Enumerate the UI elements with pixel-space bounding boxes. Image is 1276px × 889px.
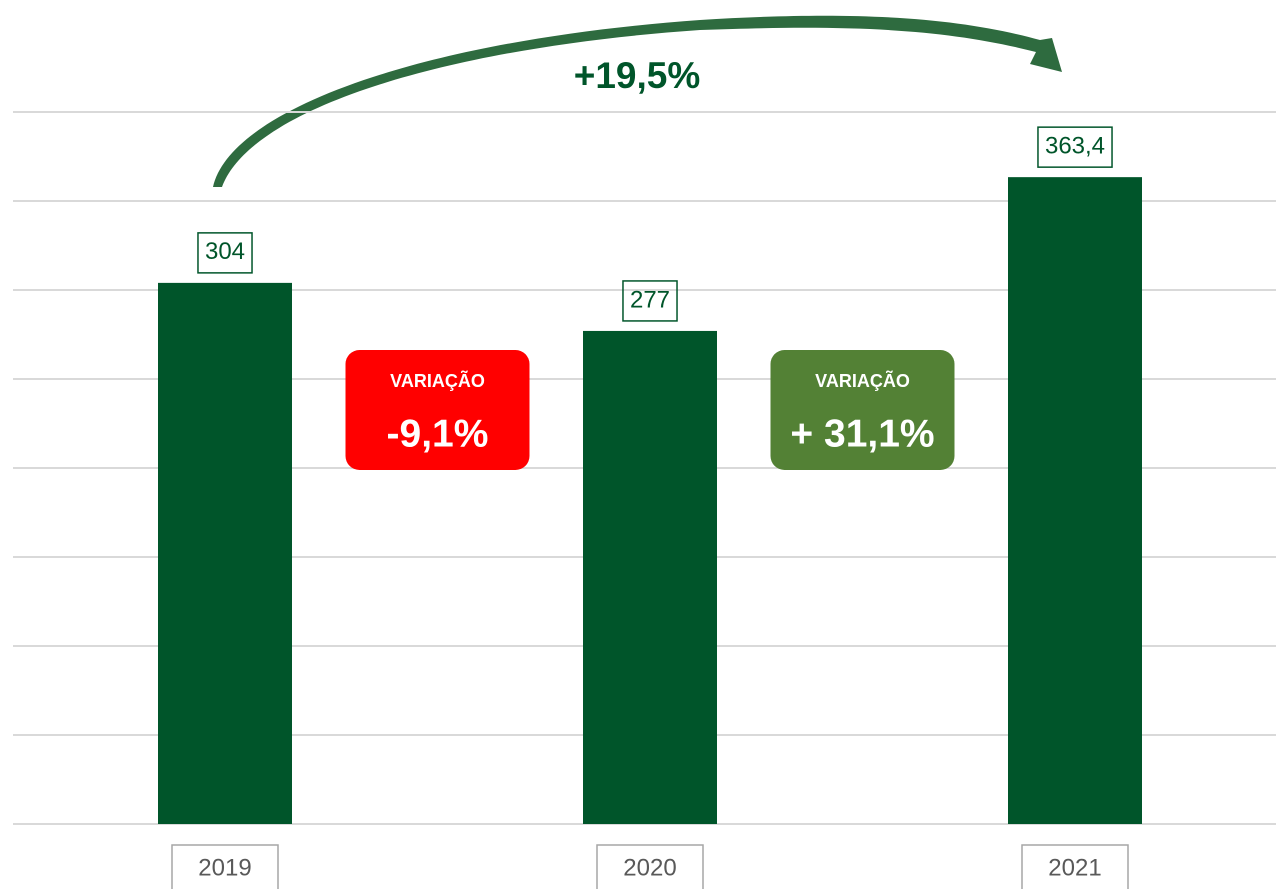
variation-badge bbox=[345, 350, 530, 470]
bar bbox=[1008, 177, 1142, 824]
bar bbox=[158, 282, 292, 824]
value-label: 304 bbox=[205, 238, 245, 265]
value-label-box bbox=[622, 280, 678, 322]
x-tick-box bbox=[171, 844, 279, 889]
variation-value: + 31,1% bbox=[790, 412, 934, 455]
arrow-label: +19,5% bbox=[574, 55, 701, 96]
x-tick-label: 2021 bbox=[1048, 854, 1101, 881]
variation-value: -9,1% bbox=[387, 412, 489, 455]
value-label: 277 bbox=[630, 286, 670, 313]
x-tick-label: 2020 bbox=[623, 854, 676, 881]
variation-badge bbox=[770, 350, 955, 470]
bar bbox=[583, 330, 717, 824]
x-tick-label: 2019 bbox=[198, 854, 251, 881]
x-tick-box bbox=[596, 844, 704, 889]
value-label-box bbox=[197, 232, 253, 274]
value-label: 363,4 bbox=[1045, 132, 1105, 159]
x-tick-box bbox=[1021, 844, 1129, 889]
variation-label: VARIAÇÃO bbox=[815, 370, 910, 391]
variation-label: VARIAÇÃO bbox=[390, 370, 485, 391]
value-label-box bbox=[1037, 126, 1113, 168]
trend-arrow bbox=[213, 15, 1062, 188]
